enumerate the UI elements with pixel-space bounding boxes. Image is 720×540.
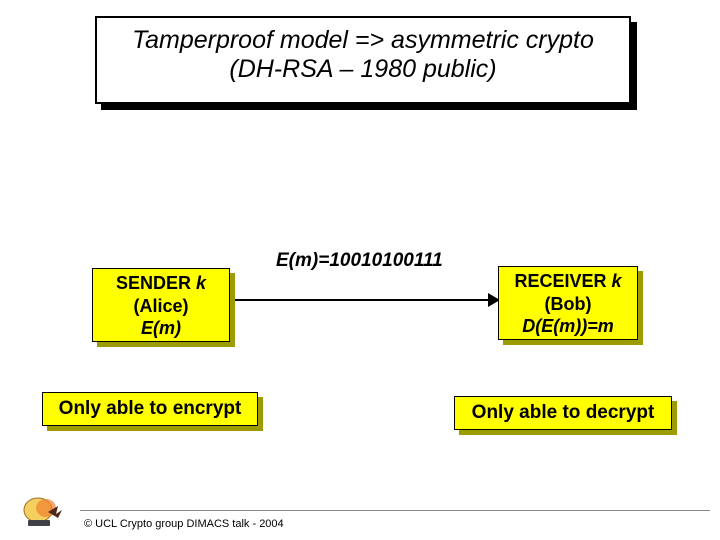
sender-label: SENDER (116, 273, 196, 293)
arrow-line (232, 299, 490, 301)
receiver-line3: D(E(m))=m (499, 315, 637, 338)
sender-m: (m) (153, 318, 181, 338)
sender-line1: SENDER k (93, 272, 229, 295)
sender-k: k (196, 273, 206, 293)
encrypt-text: Only able to encrypt (59, 398, 242, 419)
receiver-k: k (612, 271, 622, 291)
receiver-bob: (Bob) (499, 293, 637, 316)
logo-icon (18, 490, 66, 530)
receiver-m: (m) (553, 316, 581, 336)
sender-alice: (Alice) (93, 295, 229, 318)
receiver-de: D(E (522, 316, 553, 336)
receiver-line1: RECEIVER k (499, 270, 637, 293)
receiver-eq: )=m (581, 316, 614, 336)
ciphertext-label: E(m)=10010100111 (276, 250, 443, 272)
footer-copyright: © UCL Crypto group DIMACS talk - 2004 (84, 518, 284, 530)
receiver-label: RECEIVER (514, 271, 611, 291)
decrypt-text: Only able to decrypt (472, 402, 655, 423)
footer-text: © UCL Crypto group DIMACS talk - 2004 (84, 518, 284, 530)
sender-line3: E(m) (93, 317, 229, 340)
decrypt-box: Only able to decrypt (454, 396, 672, 430)
title-box: Tamperproof model => asymmetric crypto (… (95, 16, 631, 104)
title-line1: Tamperproof model => asymmetric crypto (97, 26, 629, 55)
receiver-box: RECEIVER k (Bob) D(E(m))=m (498, 266, 638, 340)
title-line2: (DH-RSA – 1980 public) (97, 55, 629, 84)
sender-e: E (141, 318, 153, 338)
footer-divider (80, 510, 710, 511)
ciphertext-text: E(m)=10010100111 (276, 250, 443, 271)
encrypt-box: Only able to encrypt (42, 392, 258, 426)
sender-box: SENDER k (Alice) E(m) (92, 268, 230, 342)
